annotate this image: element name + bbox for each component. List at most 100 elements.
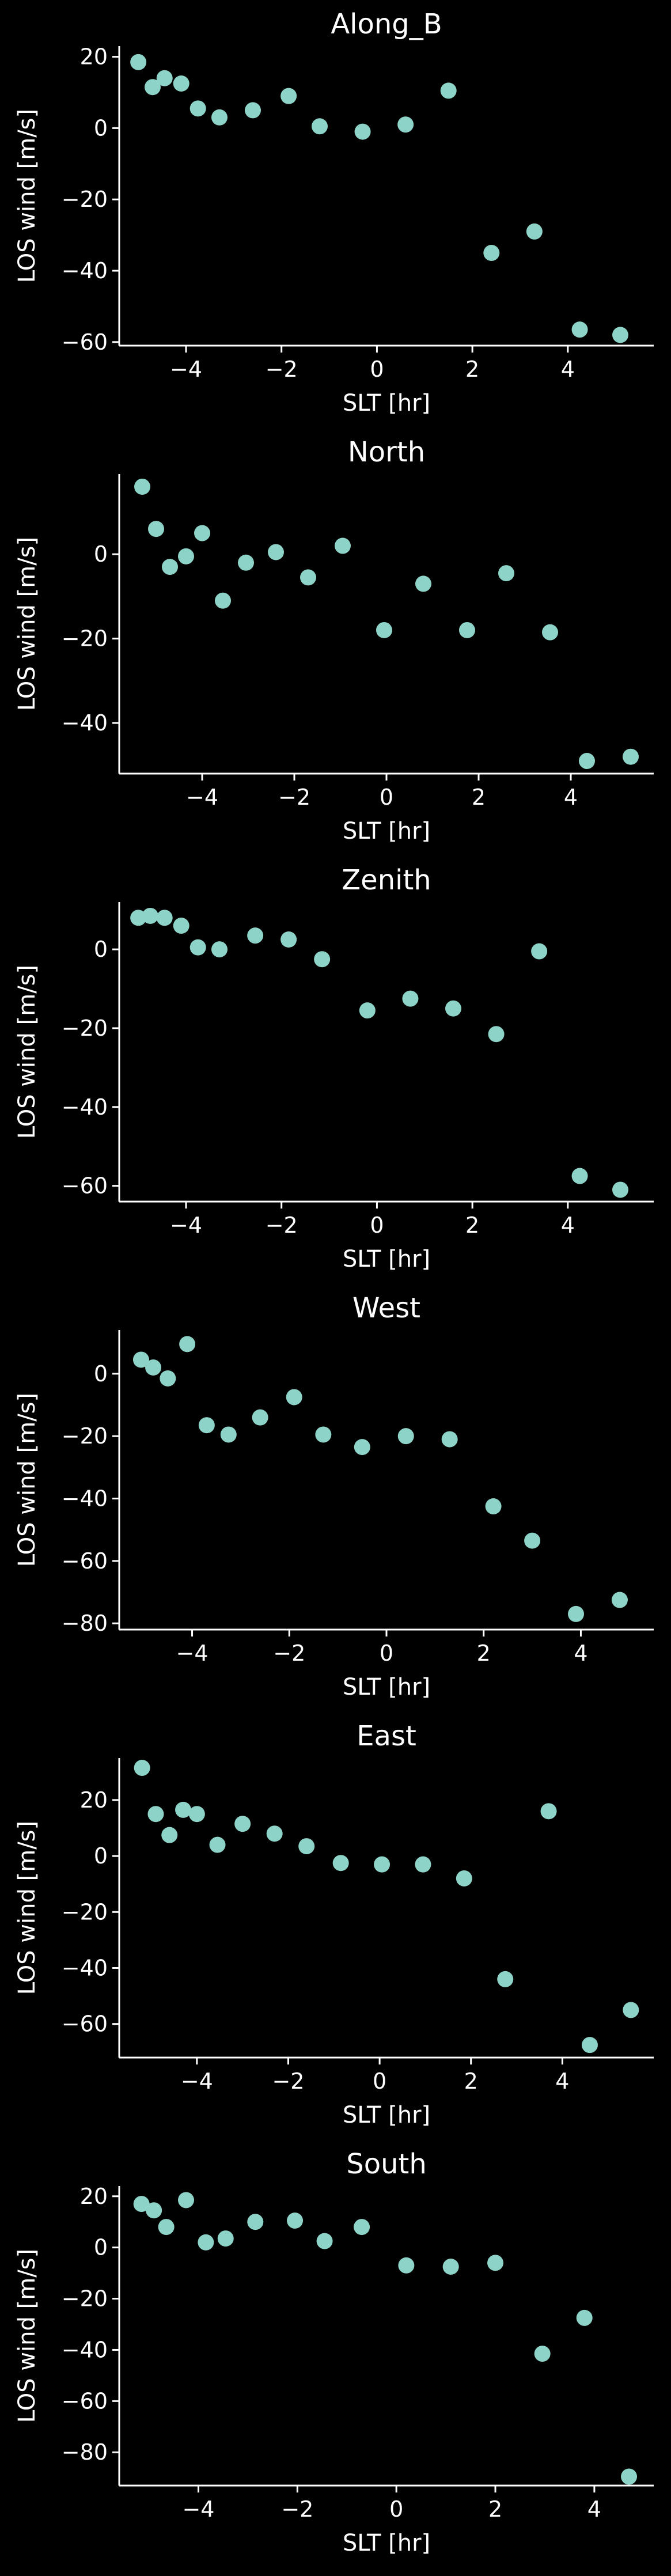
data-point	[280, 931, 297, 948]
y-axis-label: LOS wind [m/s]	[14, 109, 40, 283]
data-point	[145, 1359, 162, 1376]
data-point	[397, 116, 414, 133]
y-tick-label: 0	[94, 2235, 108, 2260]
x-tick-label: 0	[370, 357, 384, 382]
y-axis-label: LOS wind [m/s]	[14, 1393, 40, 1567]
data-point	[440, 82, 457, 99]
chart-title: Zenith	[342, 864, 431, 896]
y-tick-label: 20	[80, 2184, 108, 2209]
y-tick-label: 0	[94, 1361, 108, 1387]
y-tick-label: 0	[94, 1843, 108, 1869]
data-point	[571, 1168, 588, 1184]
chart-title: West	[352, 1292, 420, 1324]
y-tick-label: −60	[62, 329, 108, 355]
data-point	[178, 548, 194, 565]
y-tick-label: −60	[62, 1548, 108, 1574]
y-tick-label: −60	[62, 2011, 108, 2037]
x-tick-label: 0	[373, 2069, 386, 2094]
data-point	[173, 75, 189, 92]
data-point	[175, 1801, 192, 1818]
x-tick-label: −2	[281, 2497, 313, 2522]
data-point	[130, 910, 147, 926]
data-point	[189, 100, 206, 117]
y-tick-label: −60	[62, 1173, 108, 1199]
data-point	[354, 1439, 370, 1456]
chart-title: East	[357, 1720, 416, 1752]
x-axis-label: SLT [hr]	[343, 818, 430, 844]
data-point	[359, 1002, 376, 1019]
y-axis-label: LOS wind [m/s]	[14, 2249, 40, 2423]
y-tick-label: −40	[62, 710, 108, 736]
data-point	[354, 2219, 370, 2236]
data-point	[162, 559, 178, 575]
data-point	[497, 1971, 514, 1987]
x-tick-label: 4	[574, 1641, 587, 1666]
y-tick-label: −20	[62, 1423, 108, 1449]
y-tick-label: 20	[80, 44, 108, 70]
y-tick-label: 0	[94, 115, 108, 141]
data-point	[252, 1409, 268, 1426]
data-point	[178, 2192, 194, 2208]
data-point	[179, 1336, 196, 1353]
data-point	[316, 2233, 333, 2249]
data-point	[188, 1806, 205, 1823]
x-axis-label: SLT [hr]	[343, 1246, 430, 1272]
x-axis-label: SLT [hr]	[343, 2530, 430, 2556]
data-point	[130, 54, 147, 70]
x-tick-label: 4	[561, 1213, 575, 1238]
y-tick-label: −40	[62, 1955, 108, 1980]
x-tick-label: 0	[370, 1213, 384, 1238]
data-point	[415, 575, 431, 592]
data-point	[142, 907, 158, 924]
data-point	[581, 2037, 598, 2054]
data-point	[280, 88, 297, 104]
data-point	[194, 525, 210, 541]
data-point	[579, 753, 595, 770]
data-point	[298, 1838, 315, 1855]
y-tick-label: −20	[62, 626, 108, 651]
chart-title: Along_B	[331, 8, 442, 40]
data-point	[268, 544, 284, 560]
x-tick-label: 0	[389, 2497, 403, 2522]
x-tick-label: −4	[186, 785, 218, 810]
data-point	[402, 990, 419, 1007]
data-point	[220, 1426, 237, 1443]
x-tick-label: −2	[266, 1213, 298, 1238]
y-tick-label: −40	[62, 258, 108, 283]
x-tick-label: −4	[170, 357, 202, 382]
data-point	[173, 918, 189, 934]
x-tick-label: 2	[488, 2497, 502, 2522]
data-point	[376, 622, 392, 638]
data-point	[209, 1836, 226, 1853]
data-point	[524, 1532, 541, 1549]
data-point	[312, 118, 328, 135]
data-point	[148, 521, 164, 537]
data-point	[531, 943, 548, 960]
data-point	[133, 2196, 150, 2213]
data-point	[623, 2002, 639, 2018]
data-point	[415, 1856, 431, 1873]
y-tick-label: −20	[62, 1016, 108, 1041]
data-point	[238, 554, 254, 571]
data-point	[156, 910, 173, 926]
data-point	[147, 1806, 164, 1823]
x-tick-label: −2	[273, 1641, 305, 1666]
x-tick-label: 2	[477, 1641, 491, 1666]
x-tick-label: −4	[181, 2069, 213, 2094]
data-point	[247, 2214, 264, 2230]
data-point	[335, 537, 351, 554]
x-tick-label: −4	[176, 1641, 208, 1666]
x-axis-label: SLT [hr]	[343, 1674, 430, 1700]
data-point	[134, 478, 150, 495]
x-tick-label: 4	[587, 2497, 601, 2522]
data-point	[542, 624, 558, 641]
data-point	[198, 2234, 214, 2251]
data-point	[612, 1181, 628, 1198]
data-point	[156, 70, 173, 86]
data-point	[459, 622, 475, 638]
x-tick-label: −2	[266, 357, 298, 382]
x-tick-label: 2	[465, 1213, 479, 1238]
data-point	[483, 245, 500, 262]
x-tick-label: −4	[170, 1213, 202, 1238]
